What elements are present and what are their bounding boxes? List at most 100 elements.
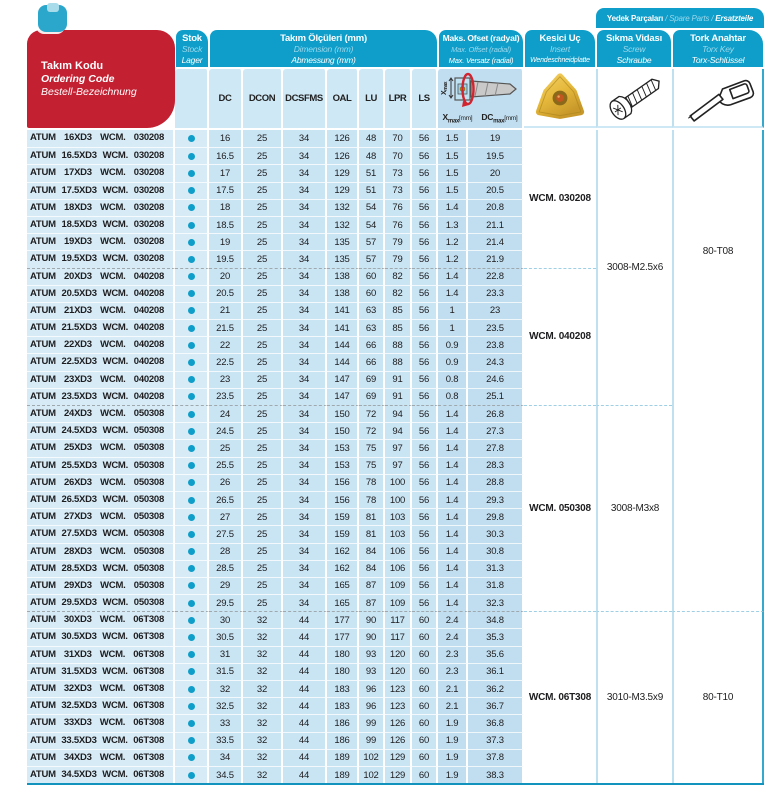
torx-key-icon — [687, 79, 755, 122]
lu-cell: 90 — [359, 611, 385, 629]
ls-cell: 60 — [412, 680, 438, 698]
dcsfms-cell: 34 — [283, 508, 327, 526]
dc-cell: 26.5 — [209, 490, 243, 509]
oal-cell: 129 — [327, 164, 359, 182]
ls-cell: 56 — [412, 164, 438, 182]
lpr-cell: 73 — [385, 164, 412, 182]
ls-cell: 56 — [412, 405, 438, 423]
stock-cell — [175, 525, 209, 543]
lu-cell: 66 — [359, 353, 385, 371]
dcsfms-cell: 34 — [283, 353, 327, 371]
ordering-code-cell: ATUM 22XD3 WCM. 040208 — [27, 336, 175, 354]
stock-header: Stok Stock Lager — [176, 30, 208, 67]
xmax-cell: 1.4 — [438, 473, 468, 491]
dcon-cell: 25 — [243, 181, 283, 199]
oal-cell: 180 — [327, 645, 359, 663]
dcsfms-cell: 34 — [283, 181, 327, 199]
dcon-cell: 25 — [243, 250, 283, 268]
oal-cell: 135 — [327, 233, 359, 251]
xmax-cell: 1.5 — [438, 130, 468, 148]
lpr-cell: 106 — [385, 559, 412, 577]
stock-cell — [175, 147, 209, 165]
stock-dot — [187, 152, 195, 160]
torx-group-cell: 80-T10 — [672, 611, 764, 784]
dc-cell: 26 — [209, 473, 243, 491]
stock-cell — [175, 370, 209, 388]
stock-cell — [175, 181, 209, 199]
xmax-cell: 1.2 — [438, 250, 468, 268]
ls-cell: 60 — [412, 611, 438, 629]
lu-cell: 93 — [359, 645, 385, 663]
xmax-cell: 2.1 — [438, 680, 468, 698]
ls-cell: 60 — [412, 645, 438, 663]
dcmax-cell: 36.7 — [468, 697, 524, 715]
xmax-cell: 2.1 — [438, 697, 468, 715]
oal-cell: 126 — [327, 130, 359, 148]
oal-cell: 126 — [327, 147, 359, 165]
ordering-code-cell: ATUM 24.5XD3 WCM. 050308 — [27, 422, 175, 440]
dcmax-cell: 27.8 — [468, 439, 524, 457]
lu-cell: 96 — [359, 697, 385, 715]
stock-cell — [175, 301, 209, 320]
lu-cell: 51 — [359, 164, 385, 182]
stock-dot — [187, 496, 195, 504]
dcmax-cell: 29.8 — [468, 508, 524, 526]
oal-cell: 156 — [327, 490, 359, 509]
lu-cell: 90 — [359, 628, 385, 646]
stock-cell — [175, 697, 209, 715]
xmax-cell: 1.4 — [438, 267, 468, 285]
dcmax-cell: 21.4 — [468, 233, 524, 251]
dcsfms-cell: 34 — [283, 233, 327, 251]
dc-cell: 25.5 — [209, 456, 243, 474]
ls-cell: 56 — [412, 594, 438, 612]
oal-cell: 165 — [327, 576, 359, 595]
insert-group-cell: WCM. 050308 — [524, 405, 596, 612]
lpr-cell: 120 — [385, 645, 412, 663]
stock-dot — [187, 273, 195, 281]
insert-header: Kesici Uç Insert Wendeschneidplatte — [525, 30, 595, 67]
stock-cell — [175, 508, 209, 526]
ls-cell: 56 — [412, 181, 438, 199]
dcmax-cell: 36.8 — [468, 714, 524, 732]
bookmark-icon — [38, 3, 69, 33]
stock-dot — [187, 324, 195, 332]
dcmax-cell: 36.2 — [468, 680, 524, 698]
stock-dot — [187, 754, 195, 762]
spare-parts-en: Spare Parts — [669, 13, 710, 23]
screw-header: Sıkma Vidası Screw Schraube — [597, 30, 671, 67]
lpr-cell: 126 — [385, 714, 412, 732]
dcon-cell: 25 — [243, 559, 283, 577]
dc-cell: 23.5 — [209, 387, 243, 405]
dcon-cell: 32 — [243, 628, 283, 646]
lpr-cell: 85 — [385, 319, 412, 337]
dcsfms-cell: 44 — [283, 748, 327, 766]
dc-cell: 21.5 — [209, 319, 243, 337]
ordering-code-cell: ATUM 25.5XD3 WCM. 050308 — [27, 456, 175, 474]
dcsfms-cell: 44 — [283, 662, 327, 680]
oal-cell: 165 — [327, 594, 359, 612]
ordering-code-cell: ATUM 20XD3 WCM. 040208 — [27, 267, 175, 285]
oal-cell: 138 — [327, 284, 359, 302]
dc-cell: 31.5 — [209, 662, 243, 680]
stock-cell — [175, 267, 209, 285]
torx-header: Tork Anahtar Torx Key Torx-Schlüssel — [673, 30, 763, 67]
dcon-cell: 32 — [243, 680, 283, 698]
ordering-code-cell: ATUM 30.5XD3 WCM. 06T308 — [27, 628, 175, 646]
ordering-code-cell: ATUM 17XD3 WCM. 030208 — [27, 164, 175, 182]
dcmax-cell: 32.3 — [468, 594, 524, 612]
dcsfms-cell: 34 — [283, 267, 327, 285]
xmax-label: Xmax[mm] — [442, 112, 473, 125]
table-body: ATUM 16XD3 WCM. 030208 16 25 34 126 48 70 56 1.5… — [27, 130, 764, 786]
ls-cell: 56 — [412, 439, 438, 457]
ls-cell: 56 — [412, 336, 438, 354]
xmax-cell: 1.9 — [438, 765, 468, 784]
dcon-cell: 25 — [243, 215, 283, 234]
dcsfms-cell: 44 — [283, 731, 327, 749]
dcmax-cell: 22.8 — [468, 267, 524, 285]
dcsfms-cell: 34 — [283, 439, 327, 457]
dcmax-cell: 24.6 — [468, 370, 524, 388]
oal-cell: 183 — [327, 680, 359, 698]
lpr-cell: 100 — [385, 490, 412, 509]
lu-cell: 60 — [359, 284, 385, 302]
